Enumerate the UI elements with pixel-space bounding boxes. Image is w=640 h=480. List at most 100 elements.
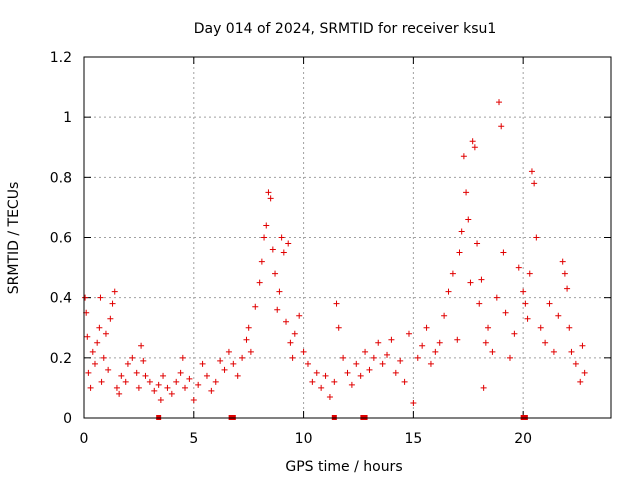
data-point	[261, 234, 268, 241]
data-point	[129, 354, 136, 361]
data-point	[146, 378, 153, 385]
data-point	[522, 300, 529, 307]
data-point	[326, 393, 333, 400]
data-point	[177, 369, 184, 376]
data-point	[333, 300, 340, 307]
data-point	[109, 300, 116, 307]
data-point	[195, 381, 202, 388]
data-point	[542, 339, 549, 346]
data-point	[454, 336, 461, 343]
data-point	[476, 300, 483, 307]
y-axis-label: SRMTID / TECUs	[6, 182, 22, 295]
data-point	[285, 240, 292, 247]
data-point	[234, 372, 241, 379]
data-point	[528, 168, 535, 175]
data-point	[496, 99, 503, 106]
data-point	[572, 360, 579, 367]
data-point	[480, 384, 487, 391]
data-point	[287, 339, 294, 346]
data-point	[258, 258, 265, 265]
data-point	[256, 279, 263, 286]
data-point	[474, 240, 481, 247]
data-point	[91, 360, 98, 367]
data-point	[208, 387, 215, 394]
data-point	[102, 330, 109, 337]
data-point	[313, 369, 320, 376]
data-point	[489, 348, 496, 355]
data-point	[245, 324, 252, 331]
data-point	[340, 354, 347, 361]
data-point	[379, 360, 386, 367]
data-point	[566, 324, 573, 331]
data-point	[85, 369, 92, 376]
y-tick-label: 1.2	[50, 50, 72, 66]
data-point	[265, 189, 272, 196]
x-axis-label: GPS time / hours	[285, 459, 402, 475]
data-point	[168, 390, 175, 397]
data-point	[225, 348, 232, 355]
data-point	[182, 384, 189, 391]
data-point	[151, 387, 158, 394]
data-point	[370, 354, 377, 361]
data-point	[82, 294, 89, 301]
data-point	[498, 123, 505, 130]
data-point	[493, 294, 500, 301]
data-point	[87, 384, 94, 391]
data-point	[272, 270, 279, 277]
data-point	[331, 378, 338, 385]
data-point	[449, 270, 456, 277]
x-tick-label: 20	[514, 431, 532, 447]
data-point	[445, 288, 452, 295]
data-point	[397, 357, 404, 364]
data-point	[304, 360, 311, 367]
data-point	[335, 324, 342, 331]
data-point	[467, 279, 474, 286]
data-point	[283, 318, 290, 325]
data-point	[579, 342, 586, 349]
data-point	[414, 354, 421, 361]
data-point	[239, 354, 246, 361]
data-point	[186, 375, 193, 382]
data-point	[97, 294, 104, 301]
data-point	[100, 354, 107, 361]
data-point	[500, 249, 507, 256]
data-point	[274, 306, 281, 313]
data-point	[84, 333, 91, 340]
data-point	[405, 330, 412, 337]
data-point	[278, 234, 285, 241]
x-tick-label: 10	[295, 431, 313, 447]
data-point	[526, 270, 533, 277]
data-point	[465, 216, 472, 223]
data-point	[482, 339, 489, 346]
data-point	[401, 378, 408, 385]
data-point	[564, 285, 571, 292]
data-point	[133, 369, 140, 376]
data-point	[179, 354, 186, 361]
data-point	[559, 258, 566, 265]
x-tick-label: 15	[404, 431, 422, 447]
data-point	[531, 180, 538, 187]
data-point	[520, 288, 527, 295]
data-point	[436, 339, 443, 346]
data-point	[263, 222, 270, 229]
data-point	[427, 360, 434, 367]
data-point	[384, 351, 391, 358]
data-point	[96, 324, 103, 331]
data-point	[267, 195, 274, 202]
data-point	[203, 372, 210, 379]
data-point	[173, 378, 180, 385]
data-point	[142, 372, 149, 379]
data-point	[546, 300, 553, 307]
data-point	[116, 390, 123, 397]
data-point	[217, 357, 224, 364]
data-point	[388, 336, 395, 343]
data-point	[230, 360, 237, 367]
data-point	[111, 288, 118, 295]
data-point	[471, 144, 478, 151]
data-point	[309, 378, 316, 385]
data-point	[94, 339, 101, 346]
data-point	[291, 330, 298, 337]
data-point	[155, 381, 162, 388]
data-point	[138, 342, 145, 349]
